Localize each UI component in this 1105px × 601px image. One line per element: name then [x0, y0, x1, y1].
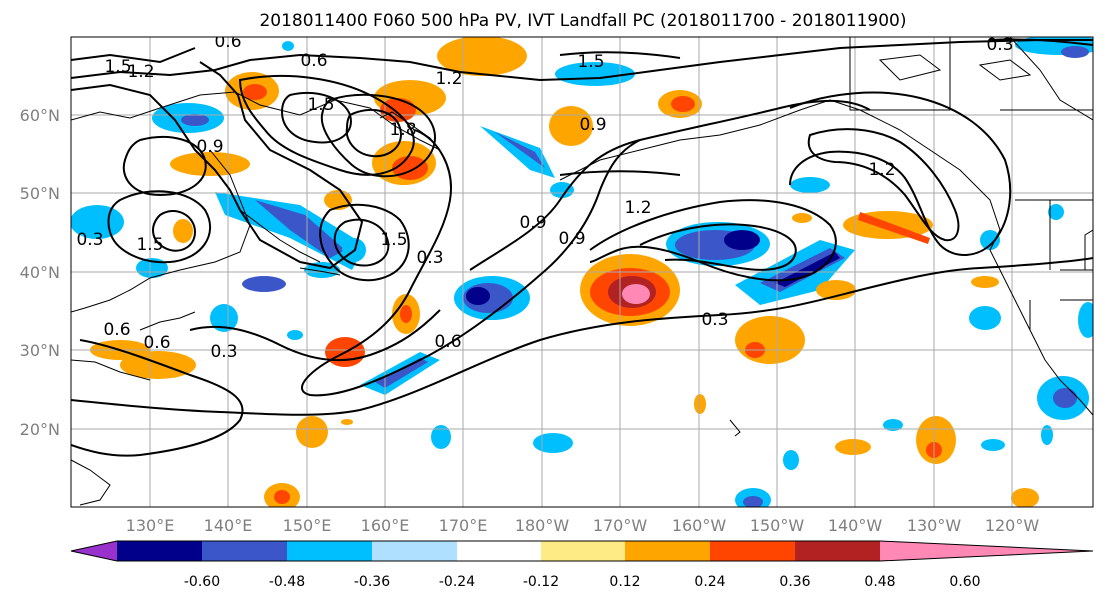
- colorbar-segment: [541, 541, 625, 561]
- colorbar-segment: [795, 541, 880, 561]
- contour-label: 1.2: [868, 160, 895, 180]
- lat-tick: 60°N: [20, 106, 60, 125]
- colorbar-segment: [457, 541, 541, 561]
- colorbar: -0.60 -0.48 -0.36 -0.24 -0.12 0.12 0.24 …: [70, 540, 1094, 590]
- lat-tick: 20°N: [20, 420, 60, 439]
- contour-label: 0.3: [210, 342, 237, 362]
- lon-tick: 150°W: [750, 516, 805, 535]
- contour-label: 0.6: [143, 333, 170, 353]
- colorbar-tick-label: -0.48: [269, 574, 305, 590]
- longitude-labels: 130°E 140°E 150°E 160°E 170°E 180°W 170°…: [126, 516, 1040, 535]
- contour-label: 0.3: [986, 35, 1013, 55]
- coastlines: [71, 37, 1093, 506]
- colorbar-outline: [70, 540, 1094, 562]
- contour-label: 1.5: [104, 57, 131, 77]
- contour-label: 0.6: [103, 320, 130, 340]
- lon-tick: 130°W: [907, 516, 962, 535]
- colorbar-tick-label: 0.60: [949, 574, 980, 590]
- colorbar-extend-low: [71, 541, 117, 561]
- contour-label: 0.6: [300, 51, 327, 71]
- contour-label: 0.3: [701, 310, 728, 330]
- lon-tick: 160°E: [361, 516, 410, 535]
- colorbar-tick-label: 0.12: [609, 574, 640, 590]
- colorbar-segment: [202, 541, 287, 561]
- contour-label: 1.5: [136, 235, 163, 255]
- lon-tick: 170°W: [593, 516, 648, 535]
- contour-label: 1.8: [389, 120, 416, 140]
- contour-label: 1.5: [307, 95, 334, 115]
- lon-tick: 180°W: [515, 516, 570, 535]
- contour-label: 1.2: [127, 62, 154, 82]
- colorbar-segment: [117, 541, 202, 561]
- contour-label: 0.3: [76, 230, 103, 250]
- lon-tick: 150°E: [283, 516, 332, 535]
- lat-tick: 30°N: [20, 341, 60, 360]
- lon-tick: 130°E: [126, 516, 175, 535]
- contour-label: 0.9: [519, 213, 546, 233]
- colorbar-tick-label: -0.24: [439, 574, 475, 590]
- contour-labels: 1.5 1.2 0.6 1.2 1.5 0.9 1.5 1.8 0.9 0.6 …: [76, 32, 1013, 362]
- colorbar-tick-label: -0.36: [354, 574, 390, 590]
- lon-tick: 160°W: [672, 516, 727, 535]
- map-title: 2018011400 F060 500 hPa PV, IVT Landfall…: [259, 11, 906, 31]
- colorbar-segment: [625, 541, 710, 561]
- map-panel: 1.5 1.2 0.6 1.2 1.5 0.9 1.5 1.8 0.9 0.6 …: [70, 32, 1094, 508]
- contour-label: 1.2: [624, 198, 651, 218]
- pv-contours: [71, 38, 1093, 457]
- colorbar-tick-label: -0.12: [523, 574, 559, 590]
- colorbar-tick-label: 0.48: [864, 574, 895, 590]
- lat-tick: 40°N: [20, 263, 60, 282]
- colorbar-tick-label: 0.36: [779, 574, 810, 590]
- lat-tick: 50°N: [20, 184, 60, 203]
- contour-label: 1.5: [577, 52, 604, 72]
- contour-label: 0.3: [416, 248, 443, 268]
- contour-label: 0.9: [196, 137, 223, 157]
- contour-label: 0.6: [434, 332, 461, 352]
- lon-tick: 140°W: [828, 516, 883, 535]
- pv-anomaly-shading: [71, 37, 1093, 507]
- lon-tick: 120°W: [985, 516, 1040, 535]
- colorbar-segment: [710, 541, 795, 561]
- colorbar-segment: [372, 541, 457, 561]
- contour-label: 1.5: [380, 230, 407, 250]
- lon-tick: 170°E: [439, 516, 488, 535]
- colorbar-tick-label: 0.24: [694, 574, 725, 590]
- contour-label: 0.9: [579, 115, 606, 135]
- contour-label: 0.6: [214, 32, 241, 52]
- map-frame: [70, 36, 1094, 508]
- colorbar-extend-high: [880, 541, 1093, 561]
- colorbar-segment: [287, 541, 372, 561]
- colorbar-tick-label: -0.60: [184, 574, 220, 590]
- lon-tick: 140°E: [204, 516, 253, 535]
- contour-label: 0.9: [558, 229, 585, 249]
- contour-label: 1.2: [435, 69, 462, 89]
- latitude-labels: 60°N 50°N 40°N 30°N 20°N: [20, 106, 60, 439]
